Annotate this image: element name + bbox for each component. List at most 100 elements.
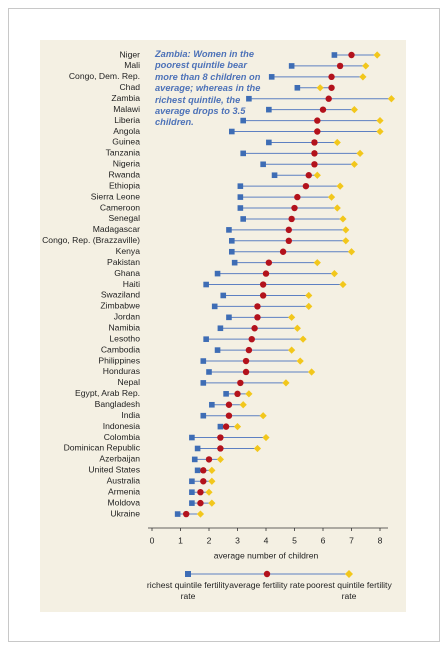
poorest-marker xyxy=(339,215,347,223)
richest-marker xyxy=(271,172,278,179)
average-marker xyxy=(305,172,312,179)
richest-marker xyxy=(268,74,275,80)
category-label: Swaziland xyxy=(101,290,140,300)
category-label: Haiti xyxy=(123,279,140,289)
poorest-marker xyxy=(293,324,301,332)
category-label: Australia xyxy=(107,476,141,486)
average-marker xyxy=(225,401,233,408)
poorest-marker xyxy=(245,390,253,398)
average-marker xyxy=(197,489,204,496)
category-label: Malawi xyxy=(113,104,140,114)
average-marker xyxy=(251,325,258,332)
x-axis-title: average number of children xyxy=(214,550,319,560)
richest-marker xyxy=(294,84,301,91)
richest-marker xyxy=(203,281,209,288)
average-marker xyxy=(348,51,355,59)
average-marker xyxy=(311,161,318,168)
category-label: Honduras xyxy=(103,366,140,376)
x-tick-label: 3 xyxy=(235,535,240,545)
category-label: Ethiopia xyxy=(109,180,140,190)
richest-marker xyxy=(217,325,224,332)
average-marker xyxy=(183,510,190,518)
category-label: Colombia xyxy=(104,432,141,442)
average-marker xyxy=(225,412,233,419)
category-label: Mali xyxy=(124,60,140,70)
richest-marker xyxy=(209,401,215,408)
richest-marker xyxy=(240,150,246,157)
legend-label: richest quintile fertility rate xyxy=(146,580,230,601)
average-marker xyxy=(279,248,287,255)
richest-marker xyxy=(226,227,232,233)
poorest-marker xyxy=(208,499,216,507)
richest-marker xyxy=(206,369,212,375)
category-label: Congo, Dem. Rep. xyxy=(69,71,140,81)
legend-diamond xyxy=(345,570,353,578)
category-label: Sierra Leone xyxy=(91,191,140,201)
richest-marker xyxy=(189,434,195,441)
richest-marker xyxy=(237,194,244,200)
poorest-marker xyxy=(333,138,341,147)
poorest-marker xyxy=(296,357,304,365)
category-label: Ghana xyxy=(114,268,140,278)
poorest-marker xyxy=(305,302,313,310)
average-marker xyxy=(294,193,301,201)
average-marker xyxy=(291,204,298,212)
category-label: Armenia xyxy=(108,486,140,496)
poorest-marker xyxy=(299,335,307,343)
richest-marker xyxy=(240,216,246,222)
poorest-marker xyxy=(259,412,267,420)
richest-marker xyxy=(194,467,201,474)
richest-marker xyxy=(223,391,229,397)
average-marker xyxy=(328,84,335,91)
richest-marker xyxy=(240,117,246,124)
richest-marker xyxy=(214,347,221,353)
average-marker xyxy=(245,346,253,354)
poorest-marker xyxy=(373,51,381,59)
richest-marker xyxy=(237,183,244,189)
category-label: Bangladesh xyxy=(95,399,141,409)
poorest-marker xyxy=(376,116,384,125)
poorest-marker xyxy=(313,259,321,267)
poorest-marker xyxy=(339,280,347,289)
poorest-marker xyxy=(262,433,270,442)
average-marker xyxy=(262,270,270,277)
richest-marker xyxy=(246,95,252,102)
average-marker xyxy=(311,139,318,146)
richest-marker xyxy=(288,63,295,69)
richest-marker xyxy=(229,238,235,244)
legend-label: poorest quintile fertility rate xyxy=(306,580,392,601)
category-label: Dominican Republic xyxy=(64,443,141,453)
category-label: Philippines xyxy=(98,355,140,365)
average-marker xyxy=(336,62,344,70)
category-label: Egypt, Arab Rep. xyxy=(75,388,140,398)
category-label: Kenya xyxy=(116,246,141,256)
poorest-marker xyxy=(308,368,316,376)
category-label: India xyxy=(121,410,140,420)
average-marker xyxy=(319,106,327,113)
category-label: Jordan xyxy=(114,312,140,322)
x-tick-label: 0 xyxy=(150,535,155,545)
richest-marker xyxy=(189,478,195,485)
category-label: Indonesia xyxy=(103,421,140,431)
average-marker xyxy=(285,237,292,245)
average-marker xyxy=(288,215,295,223)
average-marker xyxy=(242,357,250,365)
legend-circle xyxy=(263,570,271,578)
average-marker xyxy=(259,292,267,299)
richest-marker xyxy=(220,292,227,299)
poorest-marker xyxy=(205,488,213,496)
richest-marker xyxy=(226,314,232,321)
richest-marker xyxy=(211,303,218,310)
category-label: Tanzania xyxy=(106,148,141,158)
category-label: Angola xyxy=(113,126,140,136)
poorest-marker xyxy=(208,466,216,474)
average-marker xyxy=(314,117,321,124)
average-marker xyxy=(242,368,250,376)
category-label: Guinea xyxy=(112,137,140,147)
richest-marker xyxy=(266,106,272,113)
average-marker xyxy=(217,434,224,441)
category-label: Liberia xyxy=(114,115,140,125)
richest-marker xyxy=(237,205,244,211)
average-marker xyxy=(328,73,335,81)
